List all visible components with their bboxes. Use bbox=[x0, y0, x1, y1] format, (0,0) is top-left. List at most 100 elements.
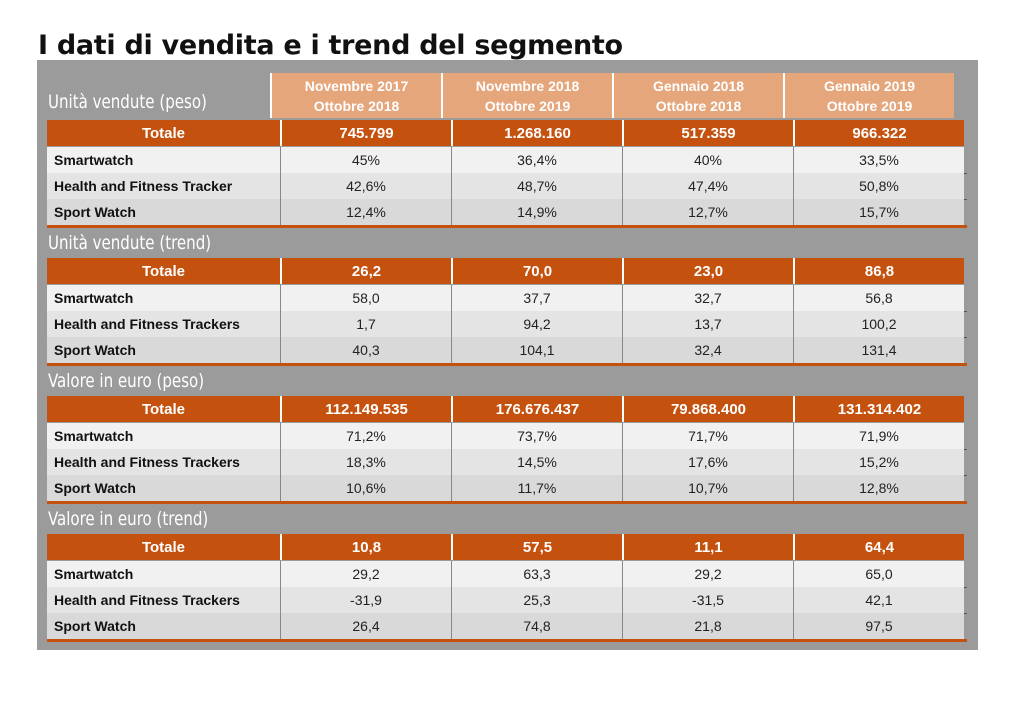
row-value: 36,4% bbox=[451, 147, 622, 173]
row-value: 29,2 bbox=[622, 561, 793, 587]
row-value: 10,6% bbox=[280, 475, 451, 501]
row-value: 56,8 bbox=[793, 285, 964, 311]
row-value: 48,7% bbox=[451, 173, 622, 199]
total-row: Totale 745.799 1.268.160 517.359 966.322 bbox=[47, 120, 967, 146]
column-header-line1: Gennaio 2019 bbox=[823, 77, 916, 94]
total-value: 57,5 bbox=[451, 534, 622, 560]
row-label: Sport Watch bbox=[47, 337, 280, 363]
row-value: 42,6% bbox=[280, 173, 451, 199]
column-header-line1: Novembre 2018 bbox=[475, 77, 580, 94]
total-value: 64,4 bbox=[793, 534, 964, 560]
row-value: 33,5% bbox=[793, 147, 964, 173]
row-value: 12,8% bbox=[793, 475, 964, 501]
row-value: 131,4 bbox=[793, 337, 964, 363]
page-title: I dati di vendita e i trend del segmento bbox=[38, 30, 623, 61]
row-value: 97,5 bbox=[793, 613, 964, 639]
table-row: Smartwatch 58,0 37,7 32,7 56,8 bbox=[47, 285, 967, 312]
total-label: Totale bbox=[47, 258, 280, 284]
row-value: 14,9% bbox=[451, 199, 622, 225]
row-value: 45% bbox=[280, 147, 451, 173]
table-row: Sport Watch 10,6% 11,7% 10,7% 12,8% bbox=[47, 475, 967, 504]
row-label: Sport Watch bbox=[47, 199, 280, 225]
total-value: 517.359 bbox=[622, 120, 793, 146]
row-value: -31,5 bbox=[622, 587, 793, 613]
row-value: 104,1 bbox=[451, 337, 622, 363]
total-row: Totale 10,8 57,5 11,1 64,4 bbox=[47, 534, 967, 560]
column-header: Gennaio 2019 Ottobre 2019 bbox=[783, 73, 954, 118]
row-value: 47,4% bbox=[622, 173, 793, 199]
row-label: Smartwatch bbox=[47, 147, 280, 173]
table-row: Smartwatch 71,2% 73,7% 71,7% 71,9% bbox=[47, 423, 967, 450]
row-value: 17,6% bbox=[622, 449, 793, 475]
row-value: 94,2 bbox=[451, 311, 622, 337]
row-label: Smartwatch bbox=[47, 423, 280, 449]
row-value: 71,2% bbox=[280, 423, 451, 449]
column-headers: Novembre 2017 Ottobre 2018 Novembre 2018 Ot… bbox=[270, 73, 954, 118]
row-value: 15,2% bbox=[793, 449, 964, 475]
row-value: 63,3 bbox=[451, 561, 622, 587]
row-value: 14,5% bbox=[451, 449, 622, 475]
column-header: Novembre 2018 Ottobre 2019 bbox=[441, 73, 612, 118]
table-row: Health and Fitness Trackers 1,7 94,2 13,7 10… bbox=[47, 311, 967, 338]
section-title: Valore in euro (trend) bbox=[48, 508, 209, 530]
total-value: 176.676.437 bbox=[451, 396, 622, 422]
row-value: 40% bbox=[622, 147, 793, 173]
row-value: 1,7 bbox=[280, 311, 451, 337]
total-value: 70,0 bbox=[451, 258, 622, 284]
total-row: Totale 112.149.535 176.676.437 79.868.400 13… bbox=[47, 396, 967, 422]
row-label: Sport Watch bbox=[47, 613, 280, 639]
total-label: Totale bbox=[47, 120, 280, 146]
row-value: 12,4% bbox=[280, 199, 451, 225]
total-value: 131.314.402 bbox=[793, 396, 964, 422]
row-value: 13,7 bbox=[622, 311, 793, 337]
table-row: Health and Fitness Trackers -31,9 25,3 -31,… bbox=[47, 587, 967, 614]
row-value: 21,8 bbox=[622, 613, 793, 639]
row-label: Sport Watch bbox=[47, 475, 280, 501]
row-value: 37,7 bbox=[451, 285, 622, 311]
table-row: Sport Watch 26,4 74,8 21,8 97,5 bbox=[47, 613, 967, 642]
row-value: 73,7% bbox=[451, 423, 622, 449]
row-value: 40,3 bbox=[280, 337, 451, 363]
row-value: 12,7% bbox=[622, 199, 793, 225]
column-header-line2: Ottobre 2019 bbox=[826, 97, 913, 114]
row-value: 71,9% bbox=[793, 423, 964, 449]
total-value: 79.868.400 bbox=[622, 396, 793, 422]
row-value: 11,7% bbox=[451, 475, 622, 501]
row-value: 58,0 bbox=[280, 285, 451, 311]
total-label: Totale bbox=[47, 534, 280, 560]
column-header: Gennaio 2018 Ottobre 2018 bbox=[612, 73, 783, 118]
total-label: Totale bbox=[47, 396, 280, 422]
total-value: 1.268.160 bbox=[451, 120, 622, 146]
column-header-line2: Ottobre 2018 bbox=[655, 97, 742, 114]
row-label: Health and Fitness Trackers bbox=[47, 587, 280, 613]
total-value: 23,0 bbox=[622, 258, 793, 284]
total-value: 745.799 bbox=[280, 120, 451, 146]
row-value: 29,2 bbox=[280, 561, 451, 587]
row-value: 100,2 bbox=[793, 311, 964, 337]
row-value: 65,0 bbox=[793, 561, 964, 587]
row-label: Health and Fitness Trackers bbox=[47, 449, 280, 475]
row-value: 10,7% bbox=[622, 475, 793, 501]
table-row: Health and Fitness Tracker 42,6% 48,7% 47,4… bbox=[47, 173, 967, 200]
section-title: Valore in euro (peso) bbox=[48, 370, 205, 392]
row-value: 42,1 bbox=[793, 587, 964, 613]
table-row: Health and Fitness Trackers 18,3% 14,5% 17,… bbox=[47, 449, 967, 476]
sales-table-panel: Novembre 2017 Ottobre 2018 Novembre 2018 Ot… bbox=[37, 60, 978, 650]
section-title: Unità vendute (trend) bbox=[48, 232, 212, 254]
total-value: 10,8 bbox=[280, 534, 451, 560]
total-value: 112.149.535 bbox=[280, 396, 451, 422]
row-value: -31,9 bbox=[280, 587, 451, 613]
total-value: 966.322 bbox=[793, 120, 964, 146]
total-value: 11,1 bbox=[622, 534, 793, 560]
row-value: 18,3% bbox=[280, 449, 451, 475]
row-value: 26,4 bbox=[280, 613, 451, 639]
table-row: Smartwatch 29,2 63,3 29,2 65,0 bbox=[47, 561, 967, 588]
row-value: 32,7 bbox=[622, 285, 793, 311]
table-row: Smartwatch 45% 36,4% 40% 33,5% bbox=[47, 147, 967, 174]
row-value: 50,8% bbox=[793, 173, 964, 199]
row-label: Smartwatch bbox=[47, 285, 280, 311]
total-row: Totale 26,2 70,0 23,0 86,8 bbox=[47, 258, 967, 284]
total-value: 86,8 bbox=[793, 258, 964, 284]
column-header-line1: Novembre 2017 bbox=[304, 77, 409, 94]
row-value: 15,7% bbox=[793, 199, 964, 225]
